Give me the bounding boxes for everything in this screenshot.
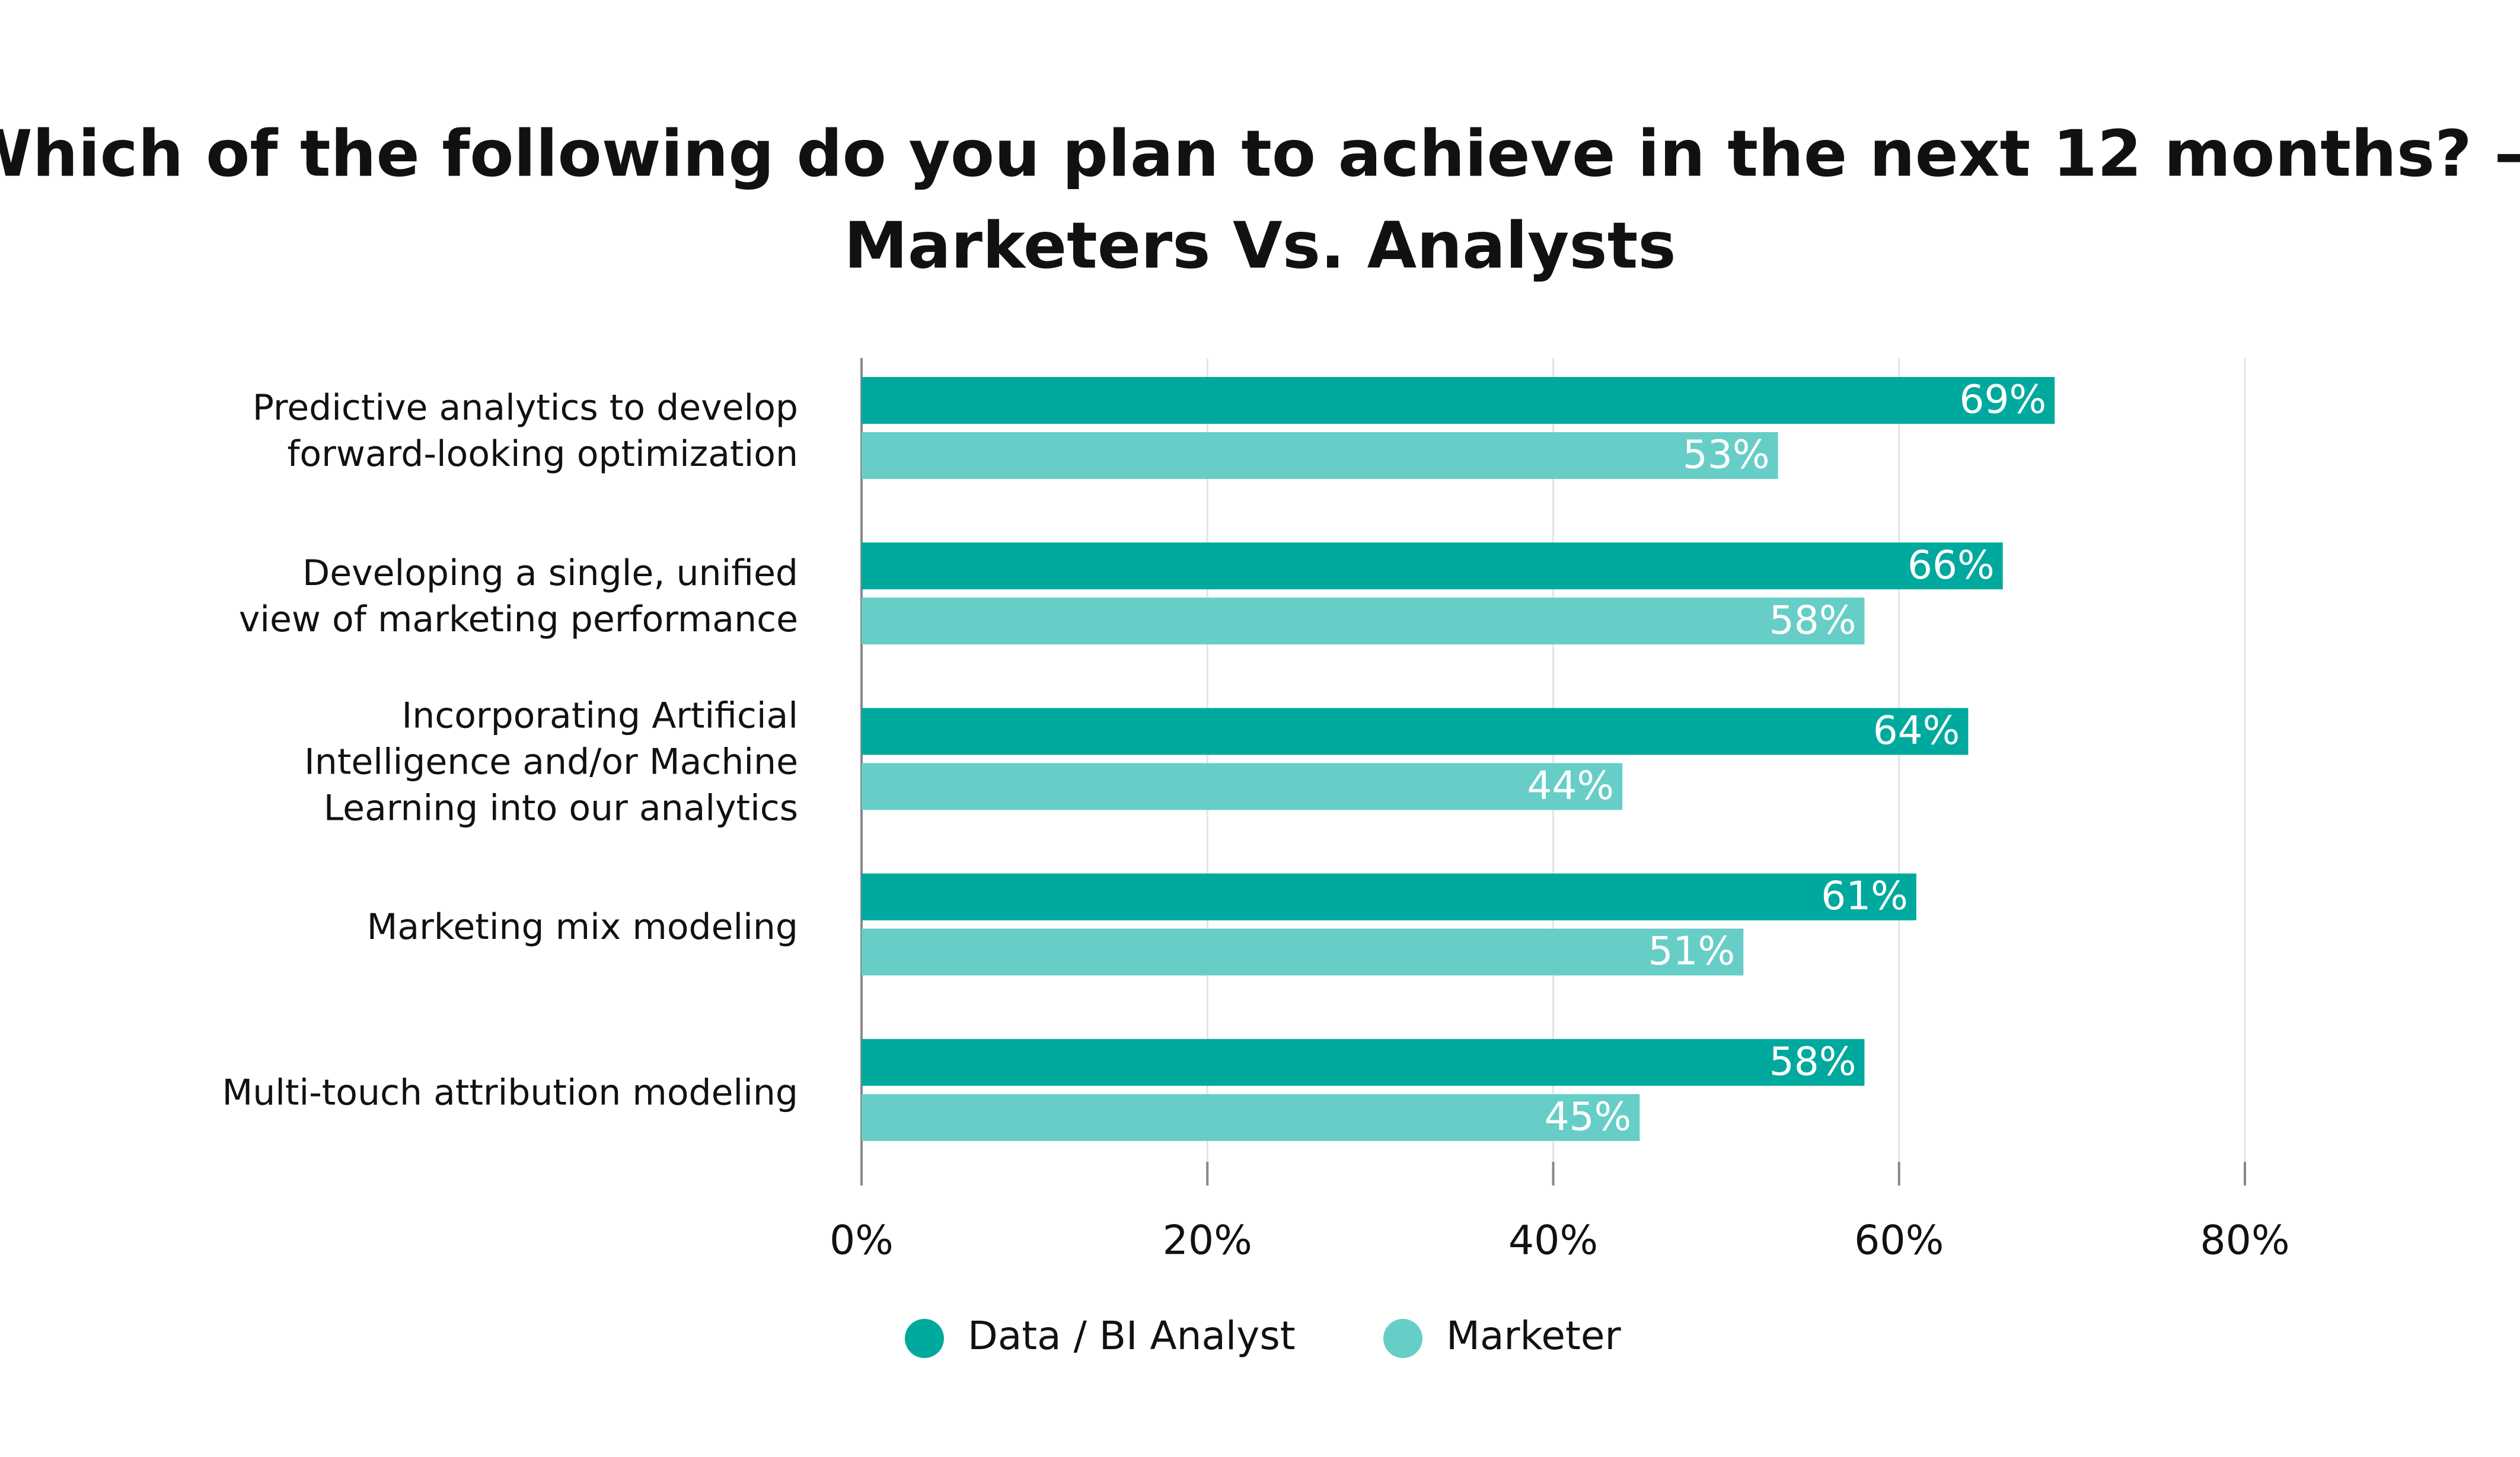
legend-marker: [905, 1319, 944, 1358]
x-tick-label: 80%: [2200, 1218, 2289, 1264]
bar: [862, 598, 1865, 645]
value-label: 45%: [1545, 1094, 1632, 1139]
bar: [862, 542, 2003, 590]
value-label: 61%: [1821, 873, 1908, 919]
bar: [862, 432, 1778, 479]
bar: [862, 708, 1969, 755]
x-tick-label: 60%: [1854, 1218, 1944, 1264]
bar: [862, 873, 1916, 921]
value-label: 64%: [1873, 708, 1960, 753]
bar: [862, 377, 2055, 424]
value-label: 58%: [1769, 598, 1856, 643]
chart-title: Which of the following do you plan to ac…: [0, 117, 2520, 283]
bar: [862, 763, 1623, 810]
value-label: 58%: [1769, 1039, 1856, 1084]
bar: [862, 928, 1744, 976]
x-tick-label: 40%: [1508, 1218, 1598, 1264]
x-tick-label: 0%: [830, 1218, 894, 1264]
value-label: 44%: [1527, 763, 1614, 809]
legend-label: Data / BI Analyst: [968, 1313, 1296, 1359]
value-label: 51%: [1648, 928, 1736, 974]
x-tick-label: 20%: [1163, 1218, 1252, 1264]
bar: [862, 1039, 1865, 1086]
value-label: 69%: [1960, 377, 2047, 423]
value-label: 53%: [1683, 432, 1770, 478]
legend-marker: [1383, 1319, 1422, 1358]
y-tick-label: Incorporating Artificial Intelligence and…: [304, 695, 798, 829]
legend-label: Marketer: [1446, 1313, 1621, 1359]
y-tick-label: Marketing mix modeling: [367, 906, 798, 948]
y-tick-label: Developing a single, unified view of mark…: [239, 552, 798, 640]
y-tick-label: Multi-touch attribution modeling: [222, 1072, 798, 1113]
bar: [862, 1094, 1640, 1141]
y-tick-label: Predictive analytics to develop forward-l…: [253, 387, 798, 475]
value-label: 66%: [1907, 542, 1995, 588]
